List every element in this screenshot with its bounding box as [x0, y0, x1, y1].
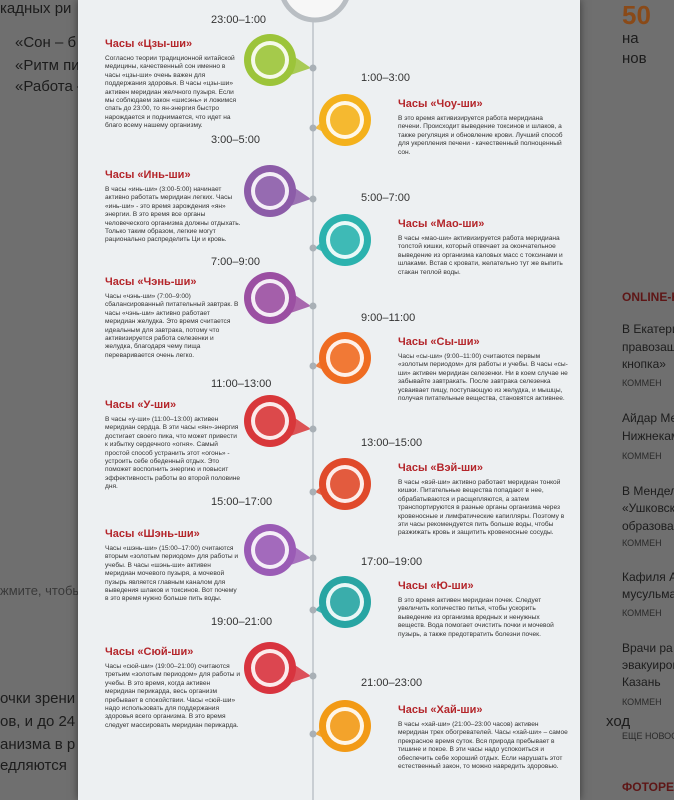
- icon-core: [255, 283, 285, 313]
- background-text: Врачи ра: [622, 641, 673, 655]
- background-text: КОММЕН: [622, 378, 662, 388]
- entry-title: Часы «Ю-ши»: [398, 580, 474, 592]
- timeline-dot: [309, 124, 317, 132]
- time-label: 21:00–23:00: [361, 677, 423, 689]
- infographic-graphics: [244, 0, 371, 800]
- entry-text: В это время активен меридиан почек. След…: [398, 597, 554, 638]
- background-text: едляются: [0, 757, 67, 774]
- entry-text: Часы «чэнь-ши» (7:00–9:00) сбалансирован…: [105, 293, 239, 359]
- entry-title: Часы «Вэй-ши»: [398, 462, 484, 474]
- timeline-dot: [309, 244, 317, 252]
- background-text: 50: [622, 0, 651, 30]
- background-text: «Ушковск: [622, 501, 674, 515]
- background-text: кнопка»: [622, 357, 666, 371]
- entry-title: Часы «У-ши»: [105, 399, 177, 411]
- background-text: кадных ри: [0, 0, 72, 17]
- background-text: образова: [622, 519, 674, 533]
- background-text: КОММЕН: [622, 451, 662, 461]
- background-text: очки зрени: [0, 690, 76, 707]
- background-text: «Работа –: [15, 78, 86, 95]
- entry-text: В это время активизируется работа мериди…: [398, 115, 563, 156]
- entry-title: Часы «Цзы-ши»: [105, 38, 193, 50]
- icon-core: [330, 469, 360, 499]
- background-text: нов: [622, 50, 647, 67]
- background-text: анизма в р: [0, 736, 76, 753]
- background-text: ов, и до 24: [0, 713, 76, 730]
- time-label: 19:00–21:00: [211, 616, 273, 628]
- icon-core: [330, 343, 360, 373]
- entry-title: Часы «Хай-ши»: [398, 704, 483, 716]
- entry-text: В часы «у-ши» (11:00–13:00) активен мери…: [105, 416, 241, 491]
- entry-text: В часы «инь-ши» (3:00-5:00) начинает акт…: [105, 186, 241, 244]
- timeline-dot: [309, 302, 317, 310]
- entry-title: Часы «Мао-ши»: [398, 218, 485, 230]
- background-text: ФОТОРЕП: [622, 780, 674, 794]
- time-label: 9:00–11:00: [361, 312, 416, 324]
- entry-text: Часы «сы-ши» (9:00–11:00) считаются перв…: [398, 353, 568, 403]
- icon-core: [255, 176, 285, 206]
- entry-title: Часы «Чоу-ши»: [398, 98, 483, 110]
- background-text: ход: [606, 713, 631, 730]
- time-label: 23:00–1:00: [211, 14, 267, 26]
- timeline-dot: [309, 606, 317, 614]
- infographic: 23:00–1:00 Часы «Цзы-ши» Согласно теории т…: [78, 0, 580, 800]
- timeline-dot: [309, 195, 317, 203]
- background-text: В Менделе: [622, 484, 674, 498]
- entry-text: В часы «хай-ши» (21:00–23:00 часов) акти…: [398, 721, 568, 771]
- background-text: «Сон – б: [15, 34, 77, 51]
- timeline-dot: [309, 488, 317, 496]
- background-text: КОММЕН: [622, 697, 662, 707]
- clock: [281, 0, 349, 23]
- time-label: 3:00–5:00: [211, 134, 260, 146]
- entry-title: Часы «Инь-ши»: [105, 169, 191, 181]
- time-label: 1:00–3:00: [361, 72, 410, 84]
- time-label: 5:00–7:00: [361, 192, 410, 204]
- time-label: 11:00–13:00: [211, 378, 272, 390]
- background-text: мусульма: [622, 587, 674, 601]
- entry-title: Часы «Чэнь-ши»: [105, 276, 197, 288]
- entry-title: Часы «Шэнь-ши»: [105, 528, 200, 540]
- entry-title: Часы «Сы-ши»: [398, 336, 480, 348]
- timeline-dot: [309, 554, 317, 562]
- background-text: правозащ: [622, 340, 674, 354]
- time-label: 17:00–19:00: [361, 556, 423, 568]
- background-text: В Екатери: [622, 322, 674, 336]
- entry-text: В часы «мао-ши» активизируется работа ме…: [398, 235, 563, 276]
- timeline-dot: [309, 425, 317, 433]
- icon-core: [330, 587, 360, 617]
- time-label: 7:00–9:00: [211, 256, 260, 268]
- timeline-dot: [309, 64, 317, 72]
- background-text: КОММЕН: [622, 538, 662, 548]
- time-label: 15:00–17:00: [211, 496, 273, 508]
- background-text: эвакуиров: [622, 658, 674, 672]
- icon-core: [255, 406, 285, 436]
- entry-text: Часы «сюй-ши» (19:00–21:00) считаются тр…: [105, 663, 241, 729]
- icon-core: [255, 535, 285, 565]
- entry-text: Согласно теории традиционной китайской м…: [105, 55, 237, 130]
- entry-text: Часы «шэнь-ши» (15:00–17:00) считаются в…: [105, 545, 239, 603]
- background-text: Казань: [622, 675, 661, 689]
- timeline-dot: [309, 672, 317, 680]
- background-text: на: [622, 30, 639, 47]
- icon-core: [255, 45, 285, 75]
- background-text: Нижнекам: [622, 429, 674, 443]
- time-label: 13:00–15:00: [361, 437, 423, 449]
- entry-text: В часы «вэй-ши» активно работает меридиа…: [398, 479, 565, 537]
- icon-core: [255, 653, 285, 683]
- background-text: ЕЩЕ НОВОС: [622, 731, 674, 741]
- background-text: ONLINE-НО: [622, 290, 674, 304]
- timeline-dot: [309, 730, 317, 738]
- background-text: «Ритм пи: [15, 57, 80, 74]
- background-text: КОММЕН: [622, 608, 662, 618]
- entry-title: Часы «Сюй-ши»: [105, 646, 194, 658]
- background-text: Айдар Ме: [622, 411, 674, 425]
- icon-core: [330, 711, 360, 741]
- icon-core: [330, 225, 360, 255]
- background-text: Кафиля А: [622, 570, 674, 584]
- background-text: жмите, чтобы: [0, 583, 82, 598]
- icon-core: [330, 105, 360, 135]
- timeline-dot: [309, 362, 317, 370]
